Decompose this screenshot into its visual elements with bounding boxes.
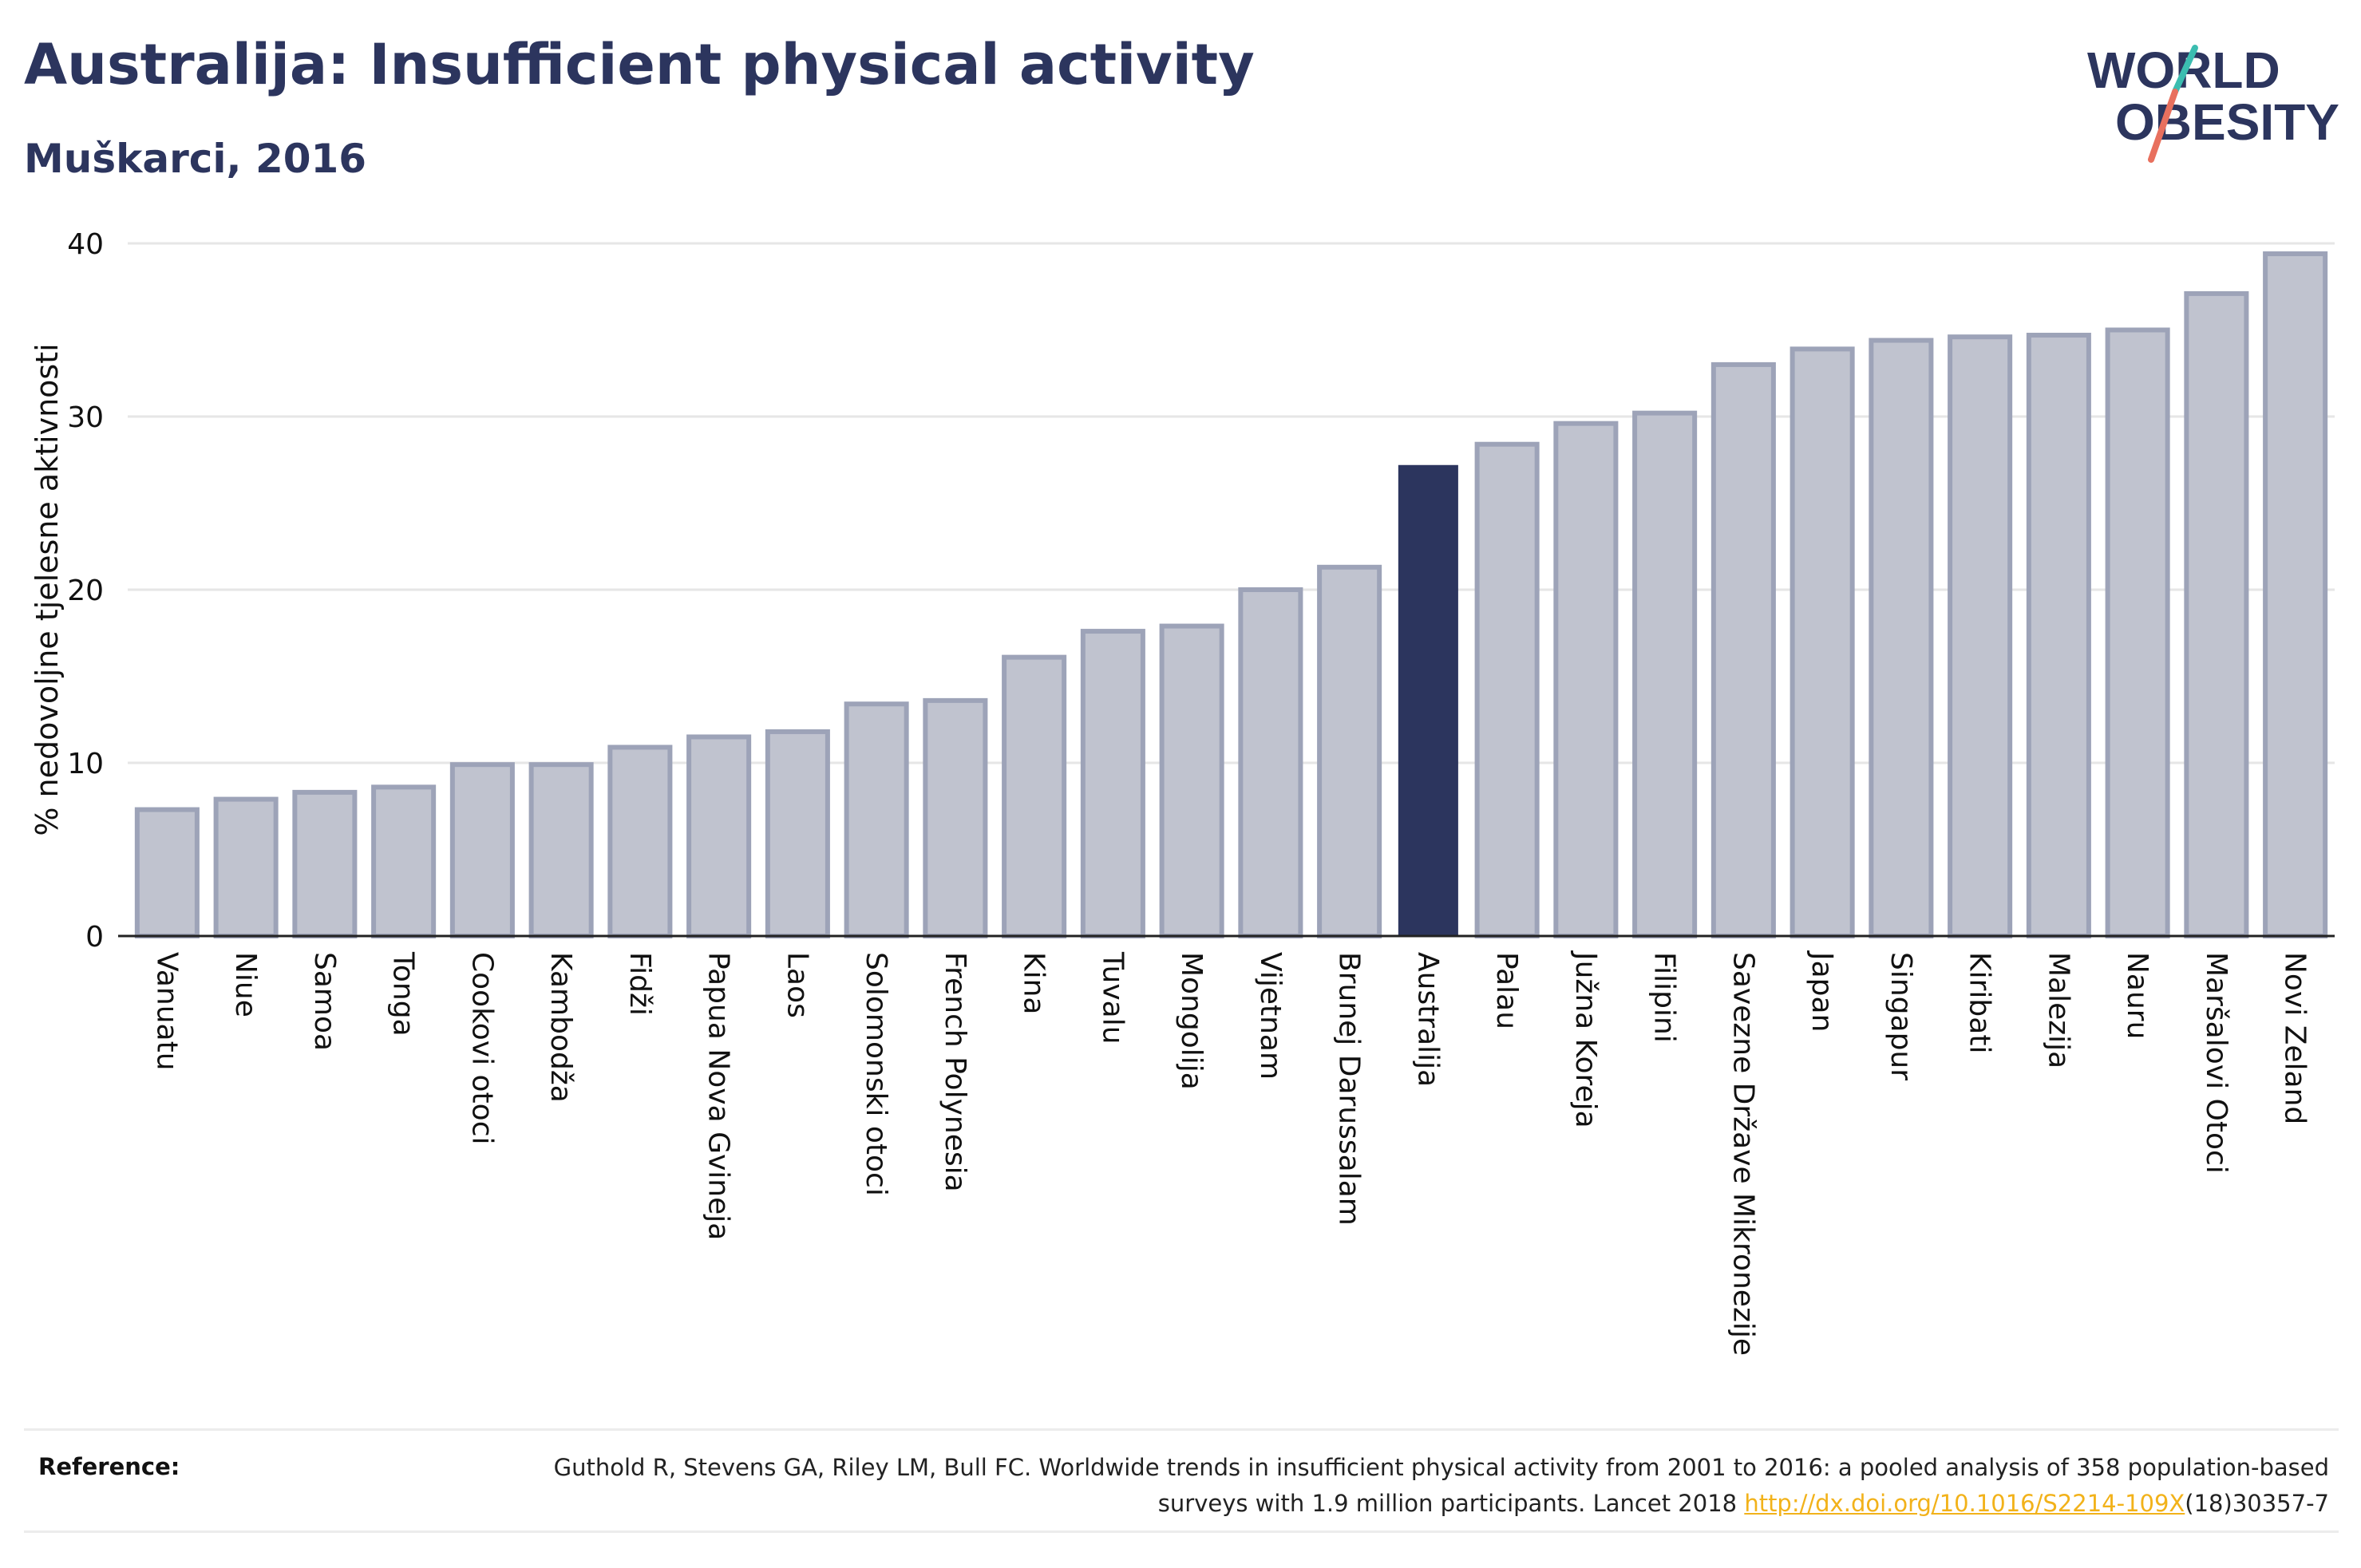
bar: [134, 807, 200, 939]
chart-title: Australija: Insufficient physical activi…: [24, 32, 1255, 97]
bars: [134, 251, 2328, 939]
bar: [449, 762, 515, 938]
x-tick-label: Tuvalu: [1096, 951, 1129, 1045]
x-tick-label: Kiribati: [1964, 952, 1996, 1053]
y-tick-label: 40: [67, 228, 104, 261]
x-tick-label: Nauru: [2121, 952, 2153, 1039]
reference-label: Reference:: [38, 1453, 180, 1480]
x-tick-label: Singapur: [1884, 952, 1917, 1080]
x-tick-label: Papua Nova Gvineja: [702, 952, 735, 1240]
y-axis-label: % nedovoljne tjelesne aktivnosti: [30, 343, 65, 835]
x-tick-label: Filipini: [1648, 952, 1681, 1043]
bar: [923, 697, 988, 938]
y-tick-label: 20: [67, 575, 104, 607]
x-tick-label: Australija: [1411, 952, 1444, 1087]
x-tick-label: Samoa: [308, 952, 341, 1051]
bar: [1080, 629, 1145, 939]
x-tick-label: Niue: [229, 952, 262, 1017]
bar: [2184, 290, 2249, 938]
x-tick-label: Maršalovi Otoci: [2200, 952, 2232, 1174]
y-tick-label: 0: [85, 921, 104, 954]
bar: [1632, 410, 1698, 938]
x-tick-label: Palau: [1490, 952, 1523, 1029]
x-tick-label: Novi Zeland: [2279, 952, 2312, 1124]
x-tick-label: French Polynesia: [939, 952, 971, 1192]
bar: [2026, 333, 2091, 938]
world-obesity-logo: WORLD OBESITY: [2087, 41, 2339, 163]
bar: [686, 734, 752, 939]
bar: [1869, 338, 1934, 938]
bar: [1710, 361, 1776, 938]
reference-text-block: Guthold R, Stevens GA, Riley LM, Bull FC…: [493, 1450, 2329, 1522]
bar: [1317, 564, 1382, 938]
reference-doi-suffix: (18)30357-7: [2185, 1490, 2329, 1517]
bar: [844, 701, 909, 938]
axes: 0 10 20 30 40 % nedovoljne tjelesne aktivnost…: [30, 228, 2335, 954]
reference-doi-link[interactable]: http://dx.doi.org/10.1016/S2214-109X: [1744, 1490, 2185, 1517]
bar: [1002, 654, 1067, 938]
bar: [2263, 251, 2328, 938]
reference-box: Reference: Guthold R, Stevens GA, Riley …: [24, 1428, 2339, 1533]
x-tick-label: Brunej Darussalam: [1333, 952, 1366, 1226]
x-tick-label: Vijetnam: [1254, 952, 1287, 1080]
x-tick-label: Savezne Države Mikronezije: [1726, 952, 1759, 1356]
bar: [213, 796, 279, 938]
x-tick-label: Solomonski otoci: [860, 952, 892, 1196]
bar: [765, 729, 830, 938]
logo-slash-coral: [2148, 89, 2178, 163]
x-tick-label: Tonga: [387, 951, 420, 1037]
x-tick-label: Mongolija: [1175, 952, 1208, 1090]
x-tick-label: Južna Koreja: [1569, 950, 1602, 1128]
bar: [1474, 441, 1540, 938]
bar-highlight: [1398, 464, 1458, 936]
y-tick-label: 10: [67, 748, 104, 780]
x-tick-label: Japan: [1805, 950, 1838, 1032]
bar: [528, 762, 594, 938]
x-tick-label: Laos: [781, 952, 813, 1018]
bar: [2105, 327, 2170, 938]
reference-citation: Guthold R, Stevens GA, Riley LM, Bull FC…: [553, 1454, 2329, 1517]
chart-subtitle: Muškarci, 2016: [24, 136, 367, 182]
bar: [292, 789, 358, 939]
x-tick-label: Vanuatu: [150, 952, 183, 1071]
x-tick-label: Malezija: [2042, 952, 2074, 1068]
y-tick-label: 30: [67, 401, 104, 434]
bar: [1790, 346, 1855, 938]
x-tick-label: Kina: [1018, 952, 1050, 1015]
bar: [371, 784, 437, 938]
x-tick-label: Cookovi otoci: [465, 952, 498, 1145]
logo-word-2: OBESITY: [2115, 93, 2339, 151]
bar: [1159, 623, 1224, 938]
x-tick-label: Kambodža: [544, 952, 577, 1103]
logo-slash-teal: [2172, 45, 2198, 95]
bar: [1948, 334, 2013, 938]
bar: [1238, 587, 1303, 938]
x-tick-labels: Vanuatu Niue Samoa Tonga Cookovi otoci Kambod…: [150, 950, 2311, 1356]
bar: [607, 745, 673, 938]
bar: [1553, 421, 1619, 938]
bar-chart: 0 10 20 30 40 % nedovoljne tjelesne aktivnost…: [30, 228, 2335, 1356]
x-tick-label: Fidži: [623, 952, 656, 1016]
